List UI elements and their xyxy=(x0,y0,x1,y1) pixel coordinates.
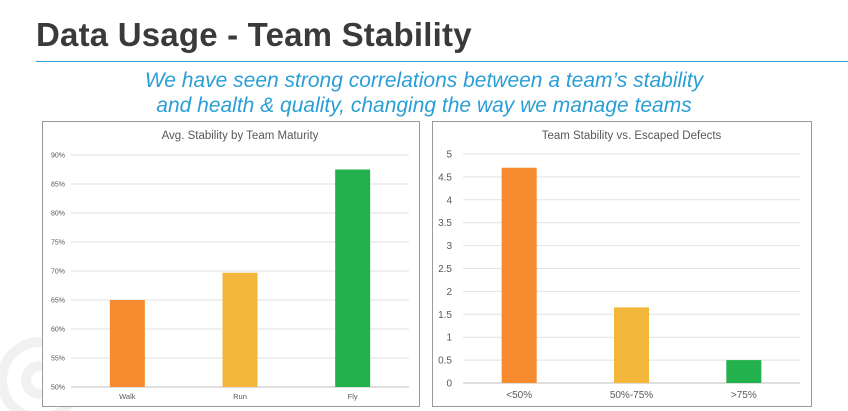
chart-title: Team Stability vs. Escaped Defects xyxy=(542,130,722,142)
y-tick-label: 65% xyxy=(51,297,65,304)
bar-run xyxy=(222,272,258,387)
x-category-label: Fly xyxy=(348,392,358,401)
stability-vs-defects-chart: Team Stability vs. Escaped Defects 0 0.5 1 1… xyxy=(432,121,812,407)
bar-50-75- xyxy=(614,307,649,383)
x-category-label: Walk xyxy=(119,392,136,401)
x-category-label: 50%-75% xyxy=(610,390,653,401)
y-tick-label: 4 xyxy=(446,195,452,206)
y-tick-label: 2 xyxy=(446,287,452,298)
x-category-label: Run xyxy=(233,392,247,401)
x-category-label: >75% xyxy=(731,390,757,401)
y-tick-label: 55% xyxy=(51,355,65,362)
subtitle-line-1: We have seen strong correlations between… xyxy=(144,69,704,92)
y-tick-label: 2.5 xyxy=(438,264,452,275)
y-tick-label: 80% xyxy=(51,210,65,217)
bar-fly xyxy=(335,169,371,387)
chart-title: Avg. Stability by Team Maturity xyxy=(162,130,319,142)
y-tick-label: 85% xyxy=(51,181,65,188)
y-tick-label: 1.5 xyxy=(438,310,452,321)
y-tick-label: 0 xyxy=(446,379,452,390)
slide-title: Data Usage - Team Stability xyxy=(36,16,472,53)
y-tick-label: 50% xyxy=(51,384,65,391)
title-divider xyxy=(36,61,848,62)
x-category-label: <50% xyxy=(506,390,532,401)
stability-by-maturity-chart: Avg. Stability by Team Maturity 50% 55% 60%… xyxy=(42,121,420,407)
y-tick-label: 1 xyxy=(446,333,452,344)
y-tick-label: 5 xyxy=(446,150,452,161)
y-tick-label: 3 xyxy=(446,241,452,252)
stability-vs-defects-svg: Team Stability vs. Escaped Defects 0 0.5 1 1… xyxy=(438,130,800,401)
bar-walk xyxy=(109,300,145,387)
bar--75- xyxy=(726,360,762,383)
y-tick-label: 60% xyxy=(51,326,65,333)
y-tick-label: 4.5 xyxy=(438,172,452,183)
y-tick-label: 70% xyxy=(51,268,65,275)
subtitle-line-2: and health & quality, changing the way w… xyxy=(156,94,692,117)
bar--50- xyxy=(501,167,537,383)
y-tick-label: 75% xyxy=(51,239,65,246)
stability-by-maturity-svg: Avg. Stability by Team Maturity 50% 55% 60%… xyxy=(51,130,409,401)
slide-subtitle: We have seen strong correlations between… xyxy=(0,68,848,118)
y-tick-label: 0.5 xyxy=(438,356,452,367)
y-tick-label: 3.5 xyxy=(438,218,452,229)
y-tick-label: 90% xyxy=(51,152,65,159)
